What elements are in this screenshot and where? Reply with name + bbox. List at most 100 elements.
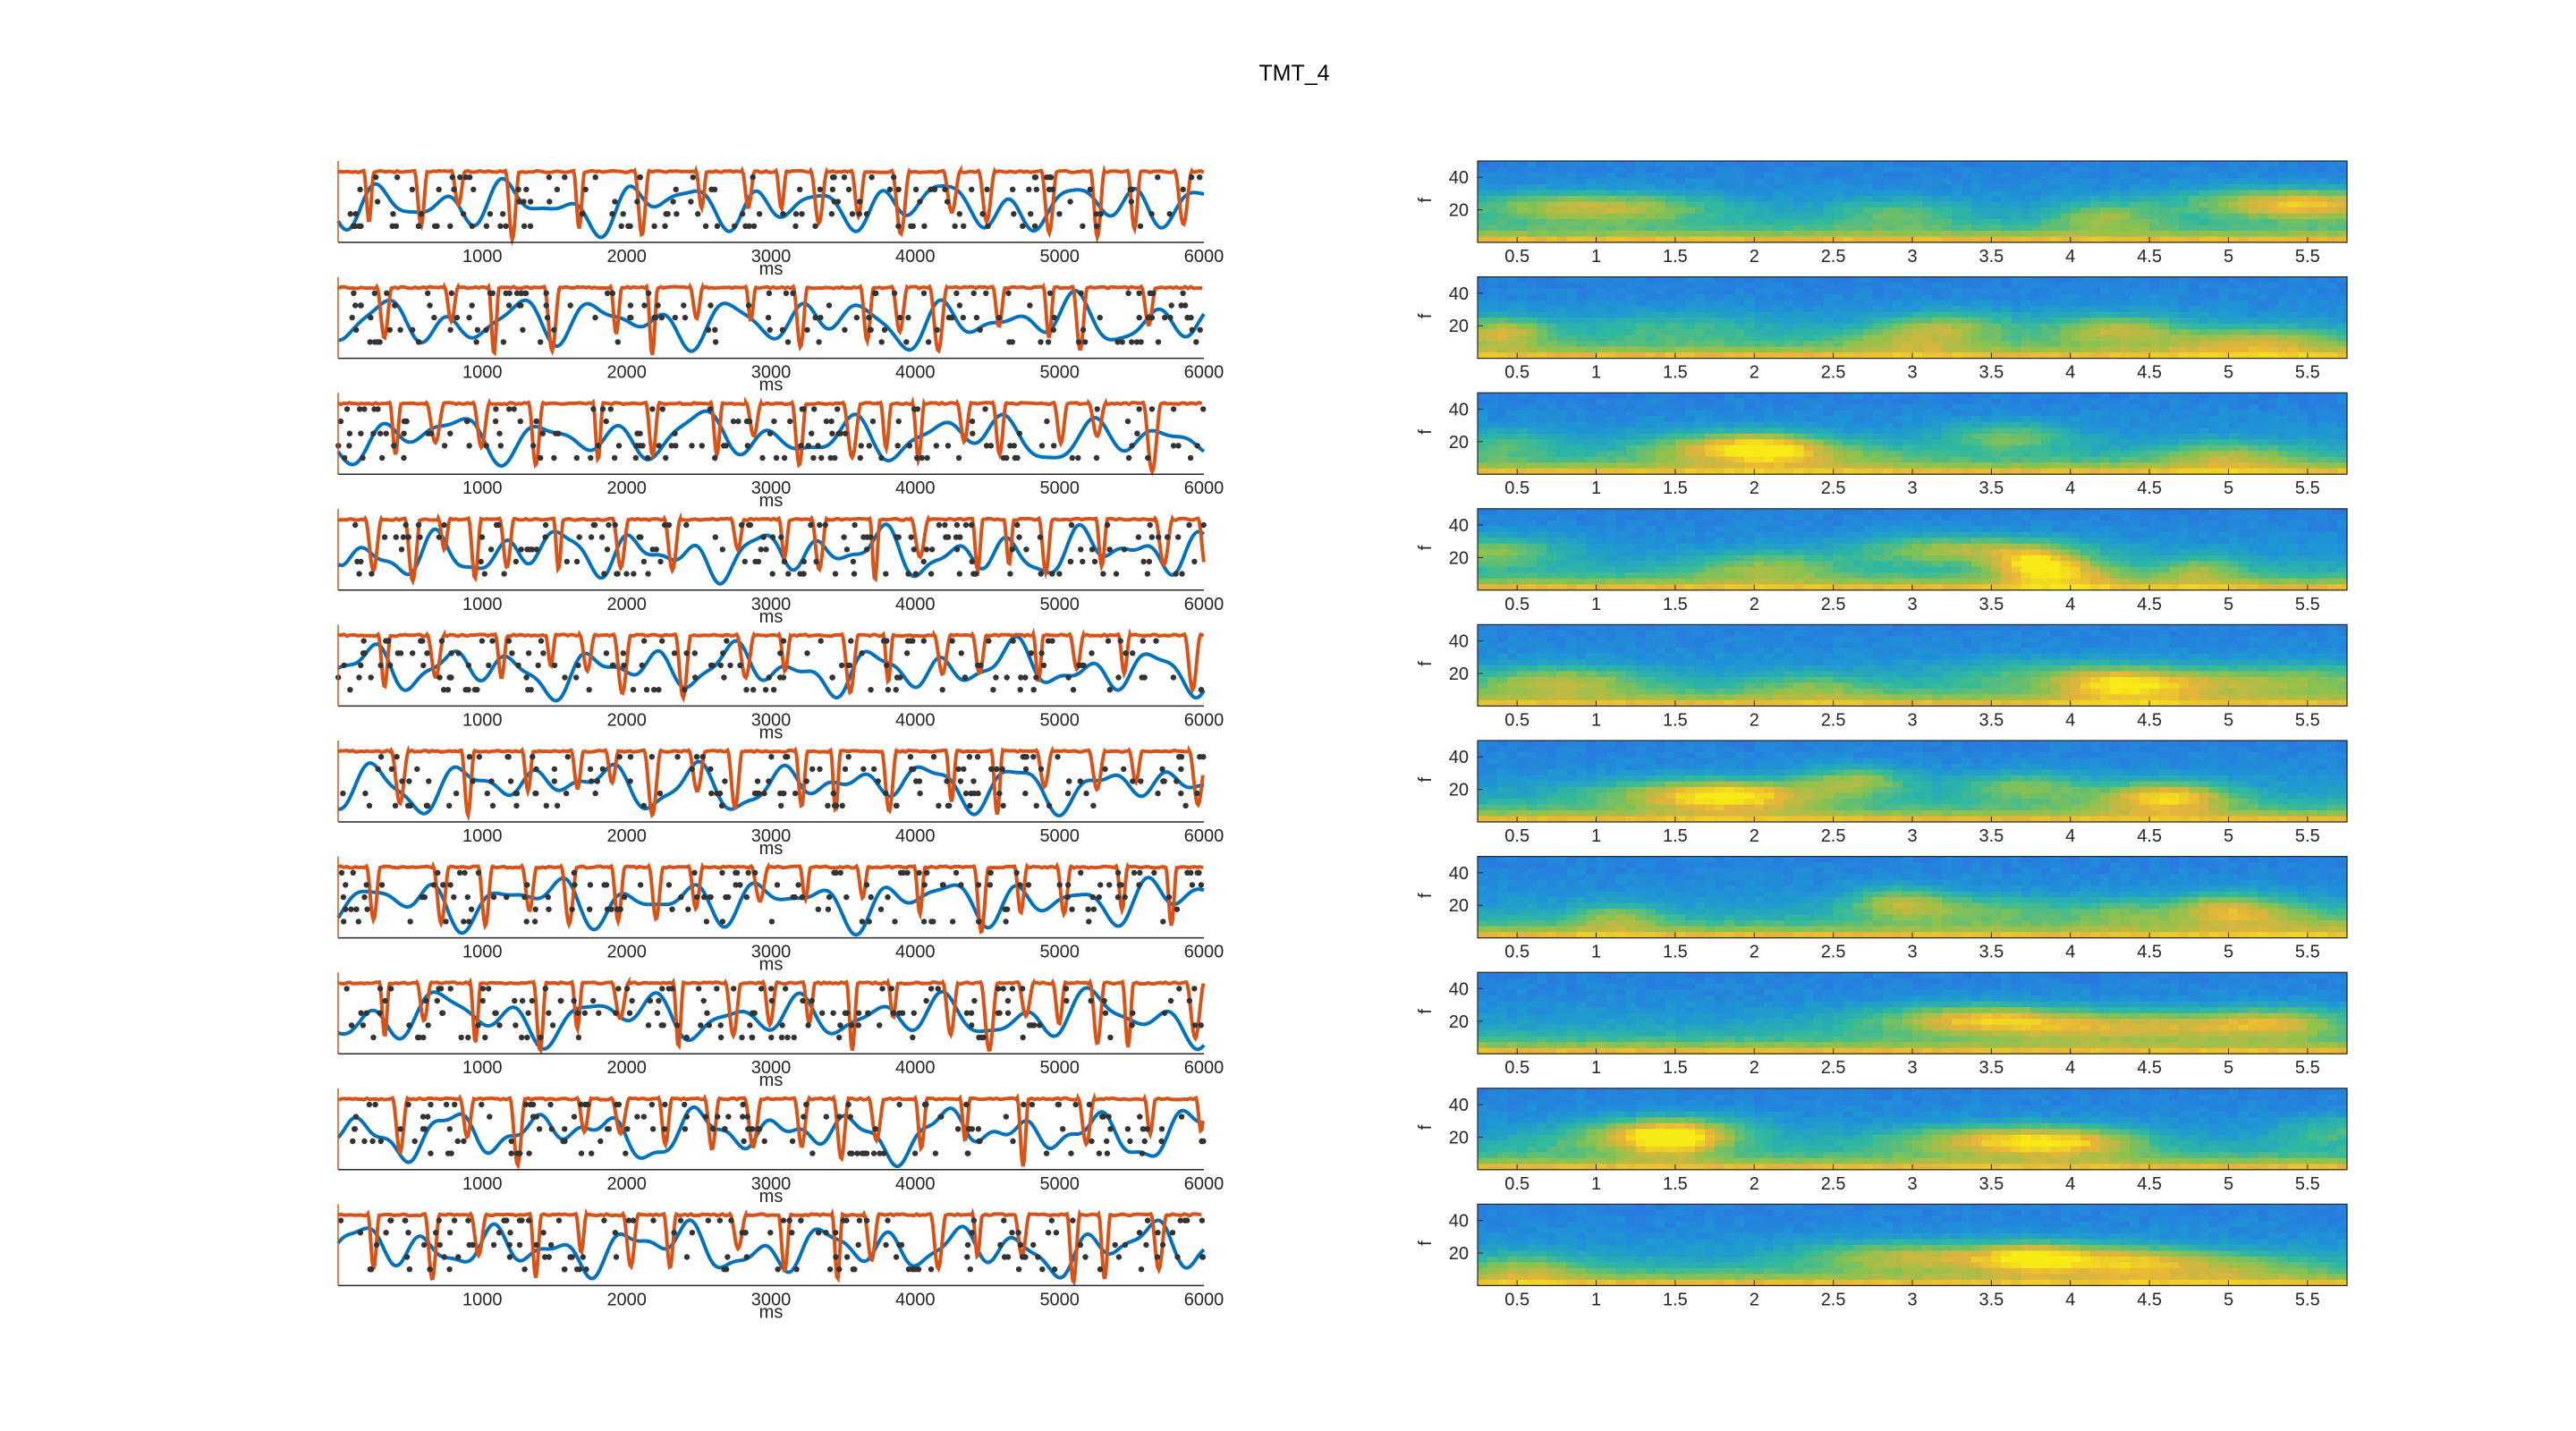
heatmap-cell (2140, 236, 2150, 243)
scatter-point (1186, 997, 1193, 1004)
scatter-point (651, 314, 657, 321)
scatter-point (655, 302, 661, 309)
heatmap-cell (2040, 173, 2052, 180)
heatmap-cell (2326, 236, 2338, 243)
heatmap-cell (1655, 439, 1666, 446)
heatmap-cell (2159, 318, 2170, 325)
heatmap-cell (1537, 404, 1547, 411)
scatter-point (909, 1266, 916, 1273)
scatter-point (809, 997, 815, 1004)
heatmap-cell (2140, 213, 2150, 220)
heatmap-cell (1962, 398, 1972, 405)
heatmap-cell (1705, 346, 1716, 353)
scatter-point (712, 534, 718, 540)
heatmap-cell (2317, 352, 2328, 360)
heatmap-cell (1674, 346, 1686, 353)
scatter-point (1137, 223, 1144, 229)
heatmap-cell (1537, 439, 1547, 446)
x-tick-label: 5000 (1039, 1058, 1080, 1078)
heatmap-cell (1527, 276, 1538, 284)
heatmap-cell (1655, 219, 1666, 226)
heatmap-cell (1715, 306, 1725, 313)
heatmap-cell (2060, 462, 2072, 470)
heatmap-cell (1586, 346, 1597, 353)
scatter-point (886, 186, 894, 192)
heatmap-cell (1813, 398, 1825, 405)
scatter-point (903, 650, 911, 656)
heatmap-cell (1872, 329, 1884, 336)
heatmap-cell (1625, 166, 1637, 174)
heatmap-cell (1684, 173, 1696, 180)
heatmap-cell (1902, 283, 1913, 290)
heatmap-cell (1537, 428, 1547, 435)
heatmap-cell (1674, 341, 1686, 348)
scatter-point (526, 1217, 532, 1224)
heatmap-cell (2001, 231, 2012, 238)
heatmap-cell (1823, 451, 1835, 458)
scatter-point (555, 1217, 563, 1224)
scatter-point (553, 430, 559, 436)
scatter-point (1011, 211, 1017, 217)
blue-trace-line (336, 876, 1205, 937)
scatter-point (397, 650, 404, 656)
heatmap-cell (2140, 161, 2150, 168)
heatmap-cell (2277, 213, 2289, 220)
scatter-point (780, 790, 786, 797)
scatter-point (1017, 882, 1023, 888)
heatmap-cell (1645, 184, 1657, 191)
heatmap-cell (2258, 283, 2269, 290)
heatmap-cell (2317, 329, 2328, 336)
heatmap-cell (2050, 334, 2062, 342)
heatmap-cell (2258, 288, 2269, 295)
scatter-point (620, 211, 626, 217)
heatmap-cell (1684, 219, 1696, 226)
heatmap-cell (2030, 201, 2042, 208)
scatter-point (580, 1254, 586, 1260)
heatmap-cell (1922, 445, 1933, 452)
heatmap-cell (2238, 346, 2250, 353)
heatmap-cell (2050, 224, 2062, 232)
heatmap-cell (2089, 323, 2101, 330)
x-tick-label: 1000 (462, 710, 503, 730)
heatmap-cell (1596, 393, 1607, 400)
heatmap-cell (2050, 352, 2062, 360)
heatmap-cell (2040, 288, 2052, 295)
heatmap-cell (2199, 288, 2209, 295)
heatmap-cell (1556, 224, 1568, 232)
heatmap-cell (1991, 421, 2003, 428)
heatmap-cell (1527, 451, 1538, 458)
scatter-point (656, 997, 662, 1004)
heatmap-cell (1695, 439, 1706, 446)
scatter-point (682, 314, 689, 321)
scatter-point (1010, 638, 1016, 644)
heatmap-cell (1882, 346, 1894, 353)
scatter-point (1043, 1150, 1050, 1156)
heatmap-cell (1764, 207, 1775, 215)
heatmap-cell (1793, 445, 1805, 452)
heatmap-cell (1932, 318, 1943, 325)
heatmap-cell (1487, 173, 1498, 180)
heatmap-cell (1695, 398, 1706, 405)
heatmap-cell (1942, 231, 1953, 238)
heatmap-cell (1852, 161, 1864, 168)
heatmap-cell (1902, 300, 1913, 307)
heatmap-cell (1823, 288, 1835, 295)
scatter-point (542, 986, 548, 992)
heatmap-cell (1537, 276, 1547, 284)
scatter-point (712, 339, 719, 345)
heatmap-cell (1487, 404, 1498, 411)
heatmap-cell (2021, 341, 2032, 348)
scatter-point (569, 906, 575, 912)
scatter-point (1105, 638, 1112, 644)
scatter-point (962, 521, 970, 529)
heatmap-cell (2050, 468, 2062, 475)
heatmap-cell (2060, 404, 2072, 411)
scatter-point (360, 638, 367, 644)
scatter-point (533, 1241, 539, 1249)
heatmap-cell (1625, 329, 1637, 336)
scatter-point (415, 223, 422, 229)
scatter-point (358, 302, 364, 309)
heatmap-cell (2208, 213, 2220, 220)
scatter-point (953, 290, 960, 296)
heatmap-cell (1971, 468, 1982, 475)
